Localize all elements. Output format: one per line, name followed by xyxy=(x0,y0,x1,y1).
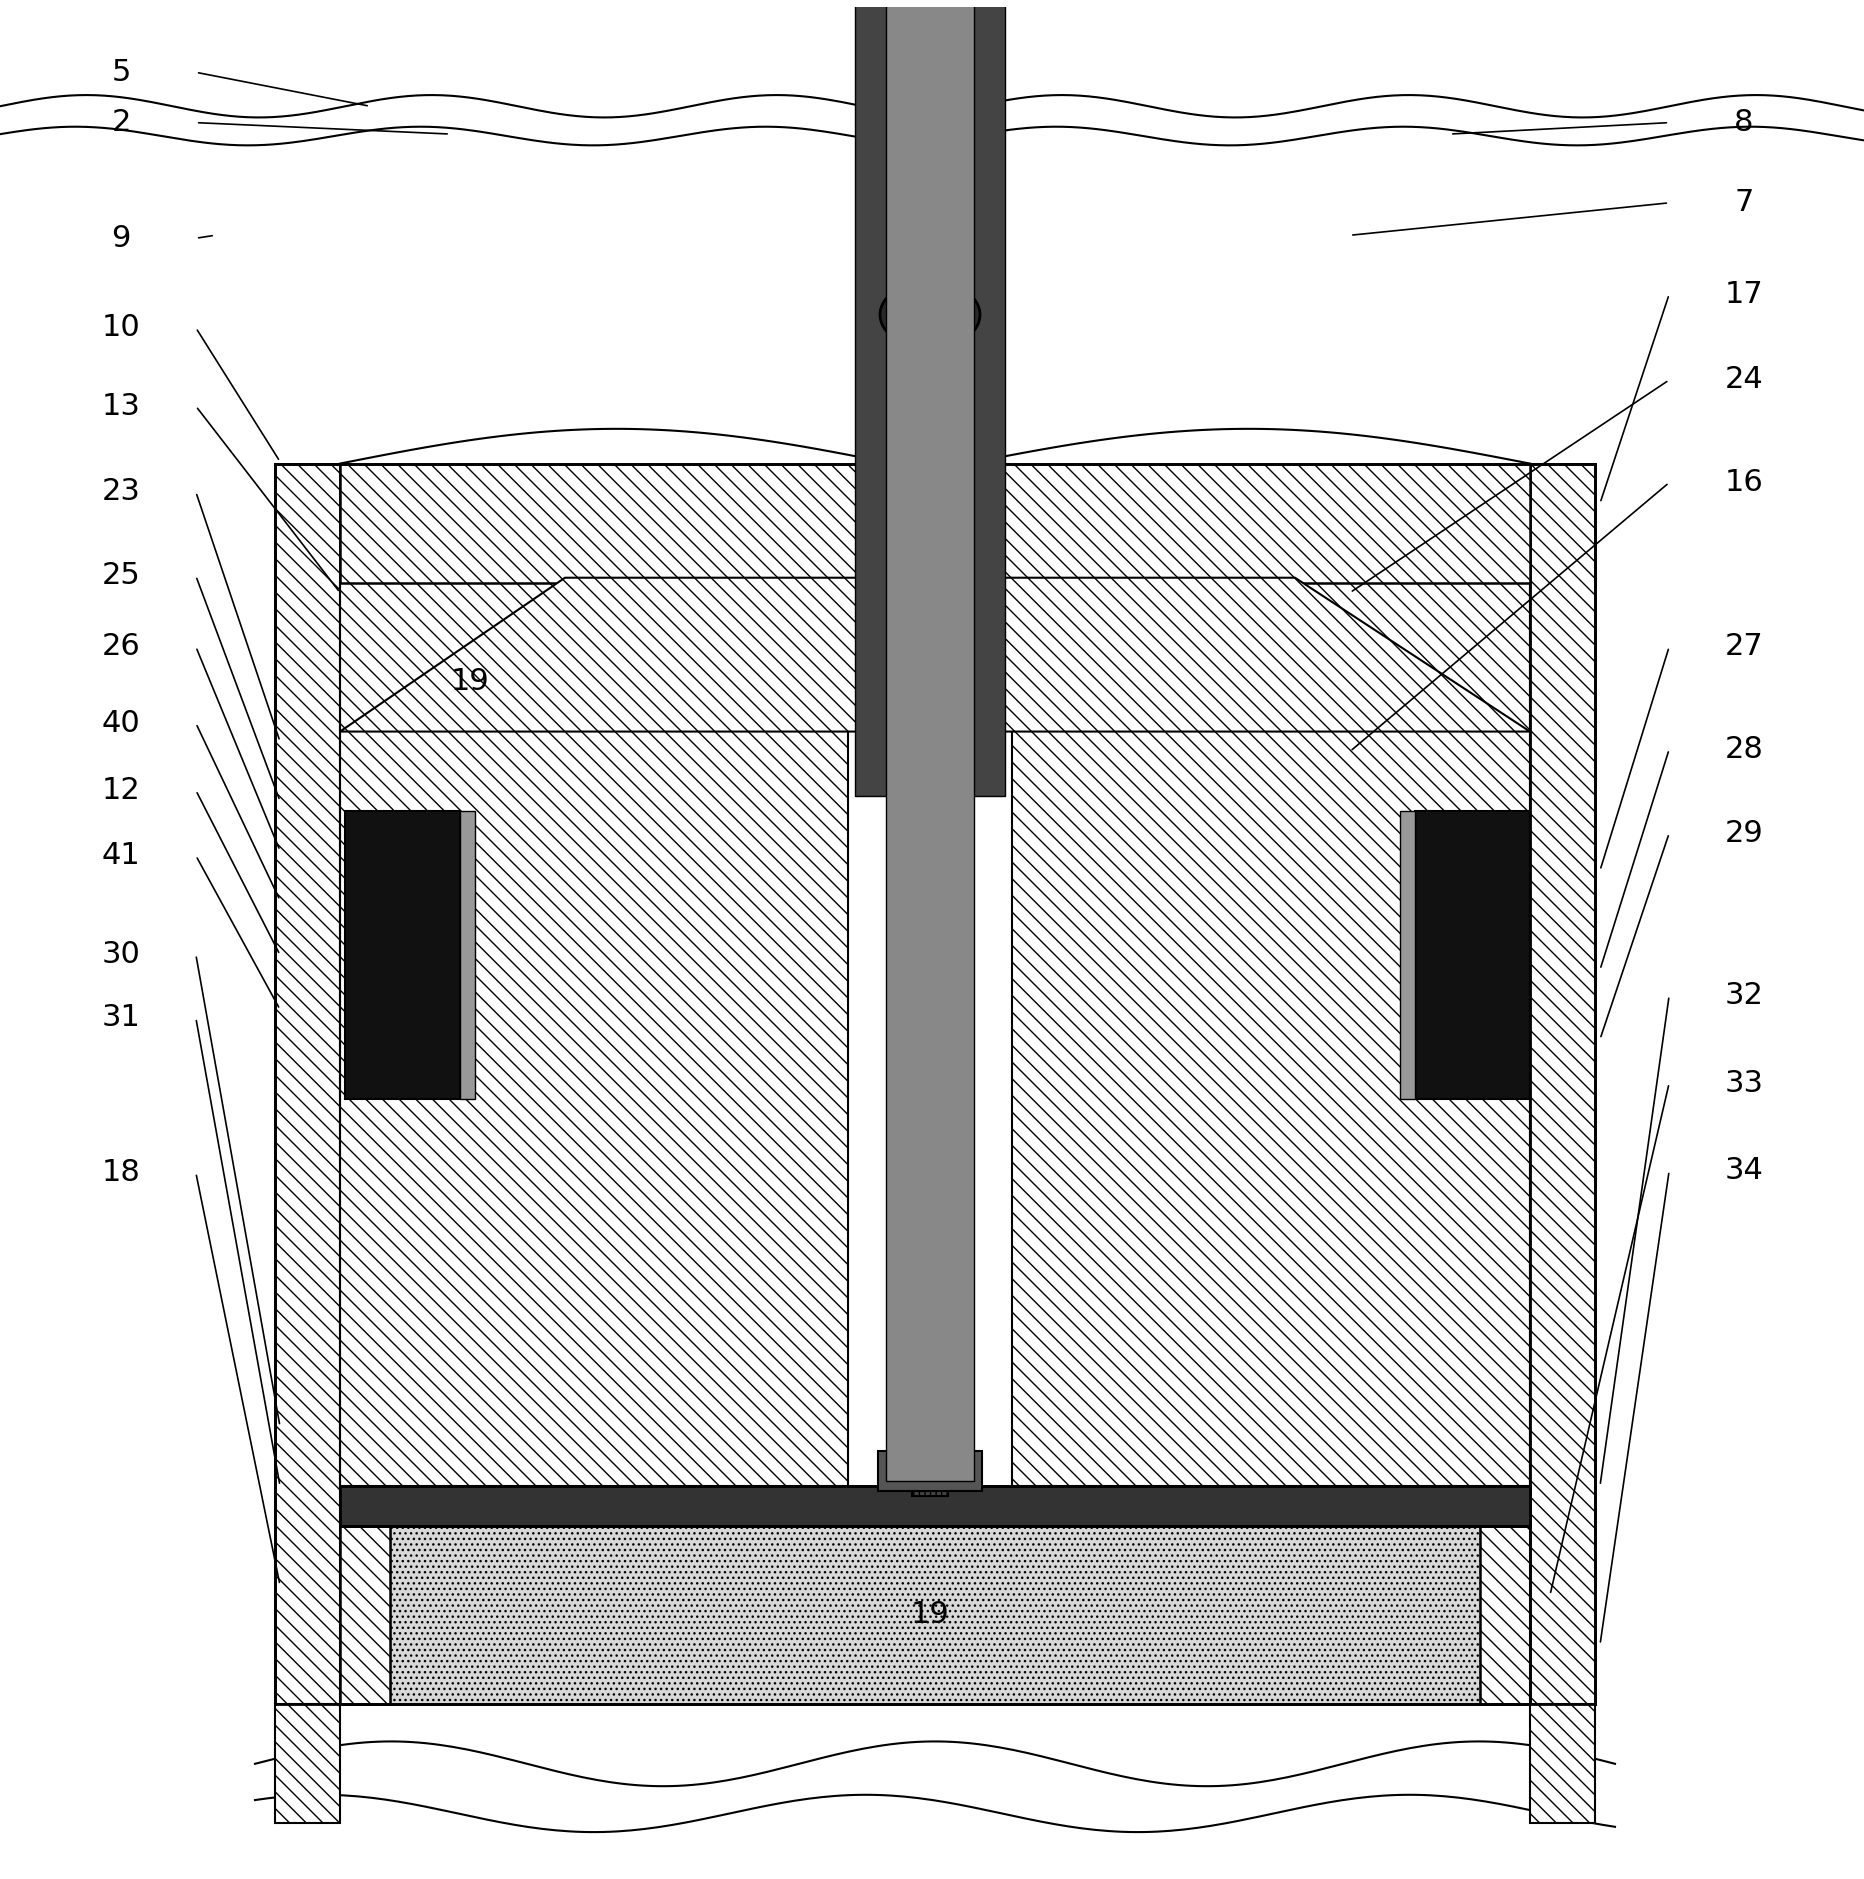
Text: 29: 29 xyxy=(1724,819,1761,847)
Polygon shape xyxy=(274,1704,339,1823)
Text: 33: 33 xyxy=(1724,1069,1761,1097)
Text: 17: 17 xyxy=(1724,280,1761,308)
Text: 5: 5 xyxy=(112,58,130,86)
Bar xyxy=(1415,812,1528,1099)
Bar xyxy=(966,0,1005,797)
Text: 23: 23 xyxy=(103,477,140,507)
Text: 9: 9 xyxy=(112,224,130,254)
Bar xyxy=(1480,1526,1528,1704)
Bar xyxy=(339,1486,1528,1526)
Text: 30: 30 xyxy=(103,940,140,970)
Text: 13: 13 xyxy=(103,391,140,421)
Text: 32: 32 xyxy=(1724,981,1761,1009)
Text: 28: 28 xyxy=(1724,735,1761,763)
Text: 31: 31 xyxy=(103,1003,140,1032)
Text: 40: 40 xyxy=(103,708,140,738)
Bar xyxy=(966,577,1525,582)
Bar xyxy=(345,812,460,1099)
Bar xyxy=(885,0,973,1481)
Bar xyxy=(339,464,893,582)
Bar xyxy=(966,464,1528,582)
Text: 34: 34 xyxy=(1724,1156,1761,1186)
Text: 10: 10 xyxy=(103,314,140,342)
Text: 41: 41 xyxy=(103,842,140,870)
Bar xyxy=(878,1451,982,1490)
Bar xyxy=(339,1526,390,1704)
Bar xyxy=(1012,577,1528,1486)
Bar xyxy=(343,577,893,582)
Ellipse shape xyxy=(880,282,979,348)
Bar xyxy=(274,464,339,1704)
Text: 19: 19 xyxy=(910,1601,949,1629)
Text: 24: 24 xyxy=(1724,366,1761,395)
Text: 2: 2 xyxy=(112,109,130,137)
Text: 18: 18 xyxy=(103,1157,140,1188)
Text: 12: 12 xyxy=(103,776,140,804)
Bar xyxy=(1528,464,1594,1704)
Bar xyxy=(854,0,893,797)
Bar xyxy=(460,812,475,1099)
Bar xyxy=(911,1490,947,1496)
Text: 27: 27 xyxy=(1724,631,1761,661)
Text: 16: 16 xyxy=(1724,468,1761,498)
Bar xyxy=(893,314,967,1456)
Polygon shape xyxy=(339,577,887,731)
Bar xyxy=(339,577,848,1486)
Text: 7: 7 xyxy=(1734,188,1752,218)
Polygon shape xyxy=(971,577,1528,731)
Text: 26: 26 xyxy=(103,631,140,661)
Bar xyxy=(1400,812,1415,1099)
Bar xyxy=(390,1526,1480,1704)
Polygon shape xyxy=(1528,1704,1594,1823)
Text: 25: 25 xyxy=(103,562,140,590)
Text: 8: 8 xyxy=(1734,109,1752,137)
Text: 19: 19 xyxy=(451,667,488,697)
